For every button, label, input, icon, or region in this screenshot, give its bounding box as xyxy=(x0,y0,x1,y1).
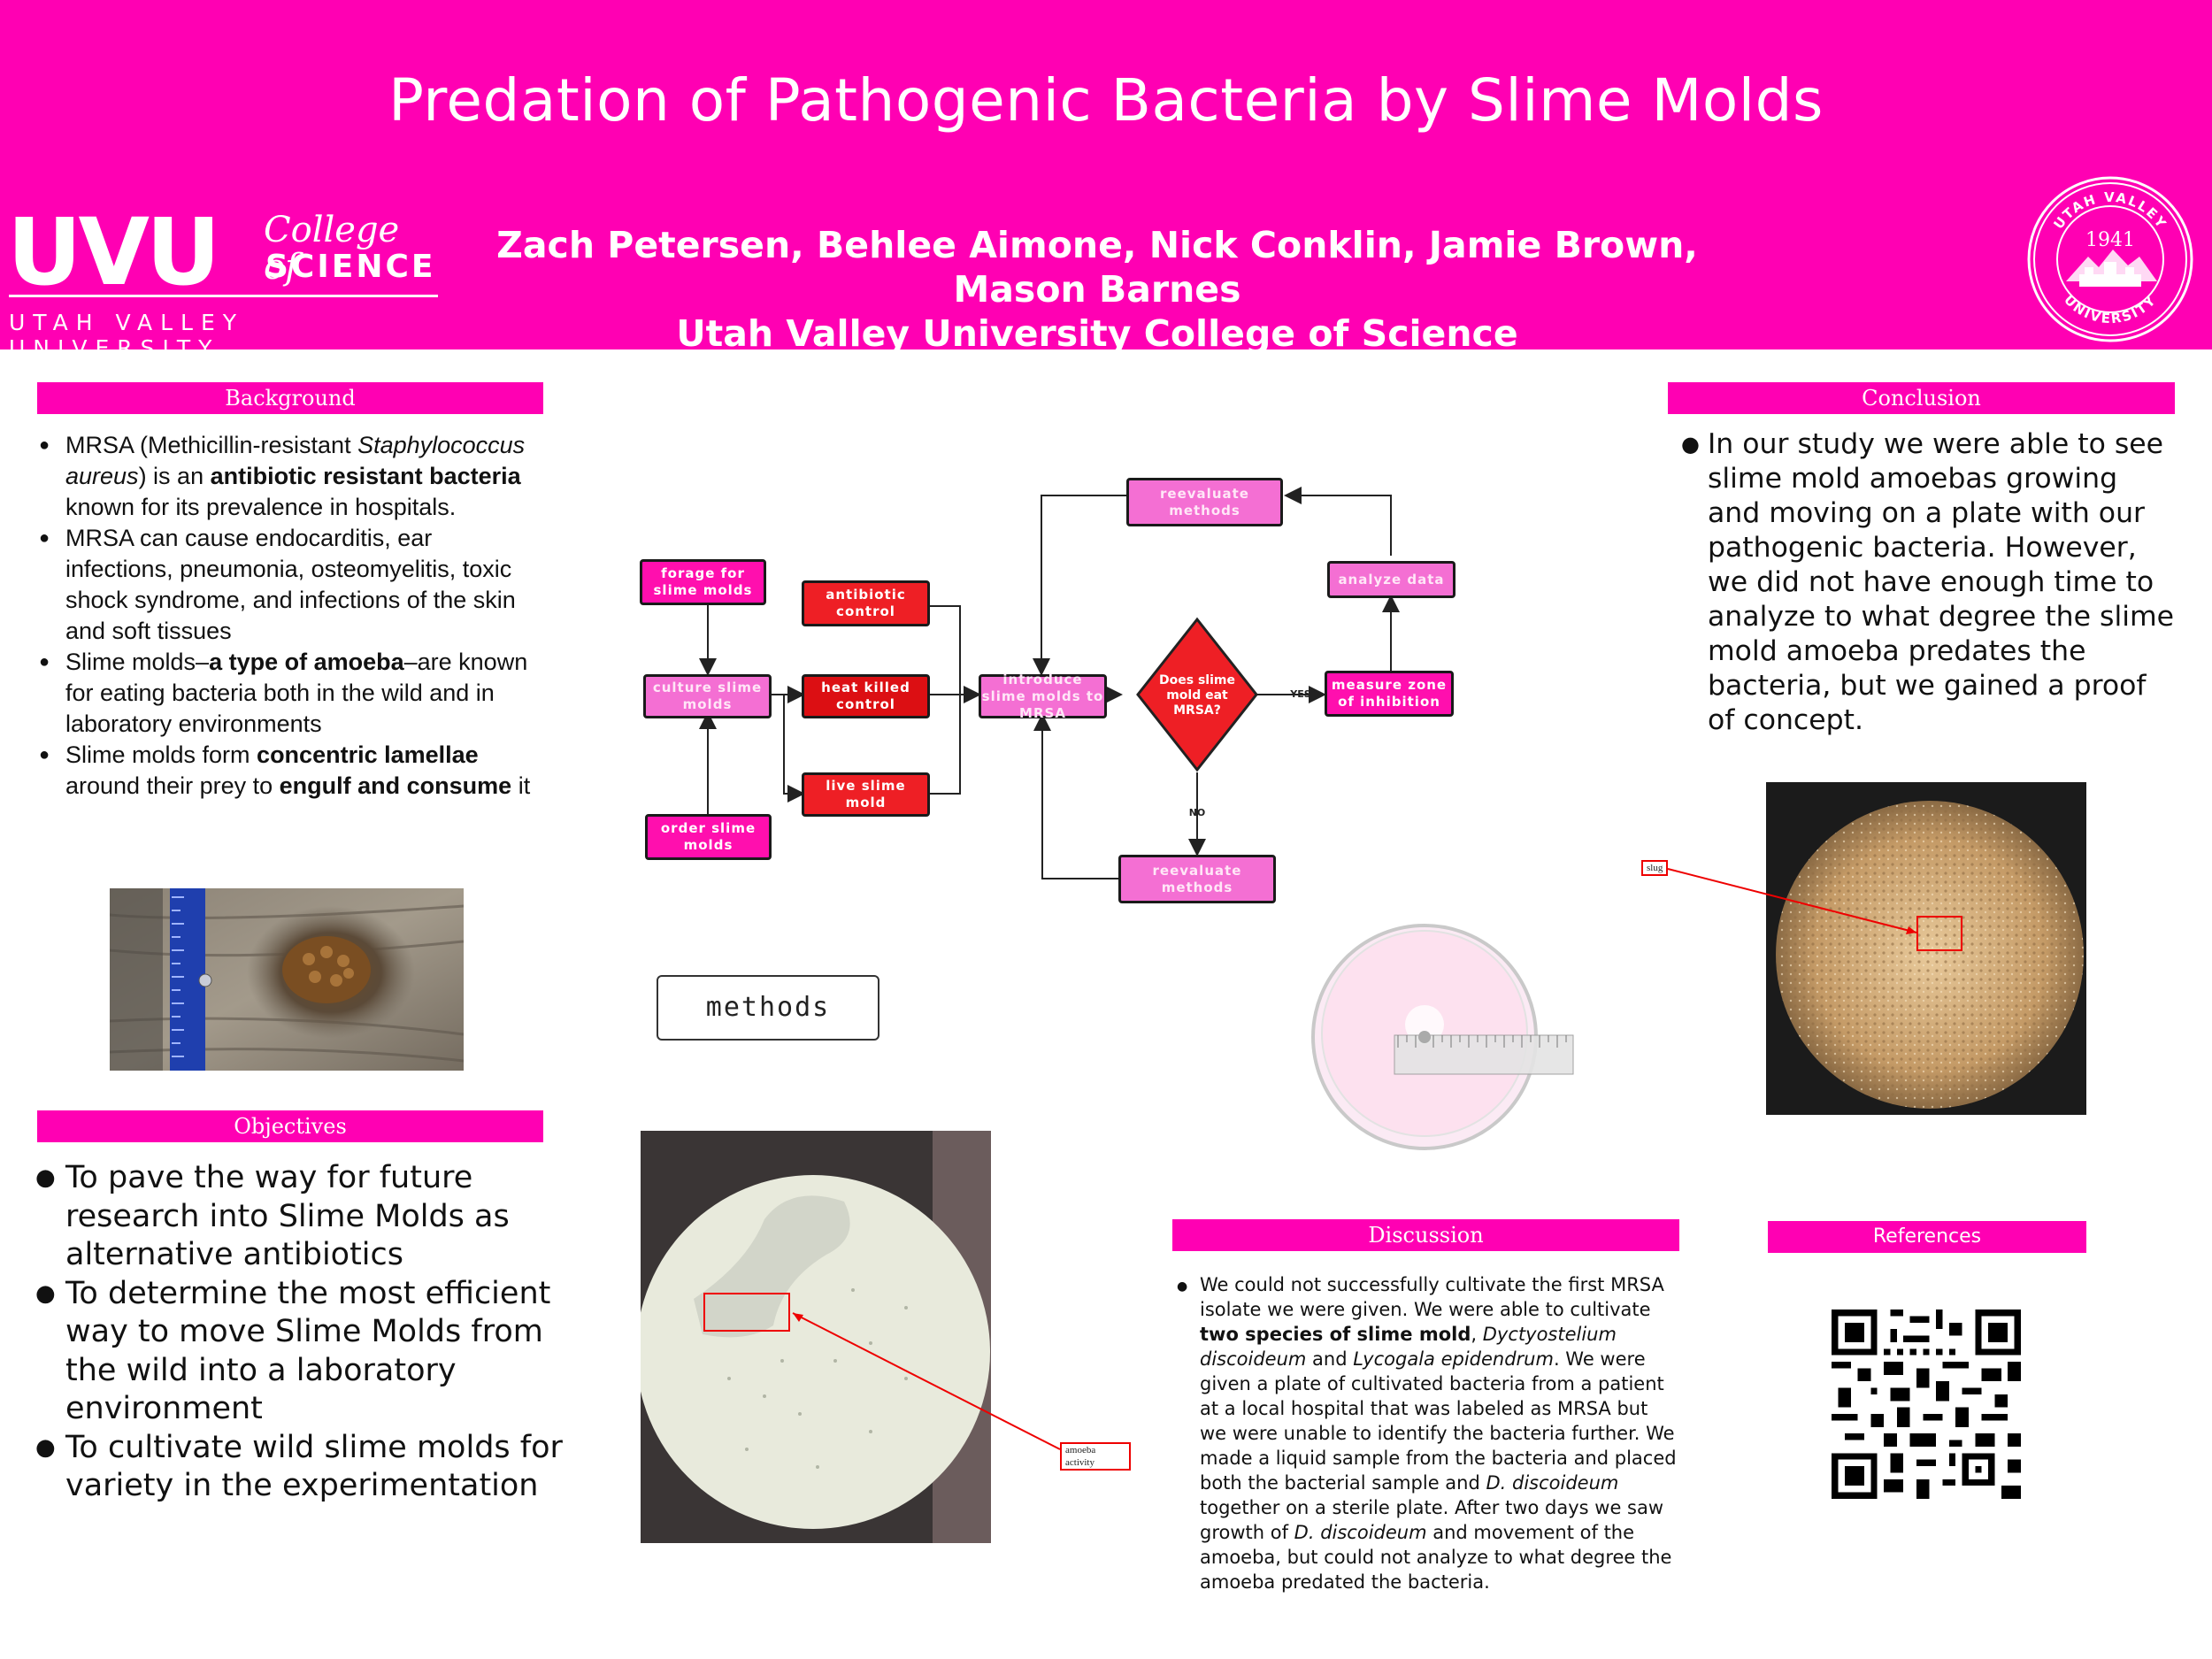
seal-year: 1941 xyxy=(2085,229,2135,251)
conclusion-list: In our study we were able to see slime m… xyxy=(1679,427,2175,738)
background-item: Slime molds form concentric lamellae aro… xyxy=(37,740,541,802)
flow-live-box: live slime mold xyxy=(802,772,930,817)
flow-forage-box: forage for slime molds xyxy=(640,559,766,605)
uvu-logo-science: SCIENCE xyxy=(265,249,436,285)
flow-reevaluate-bottom-box: reevaluate methods xyxy=(1118,855,1276,903)
petri-dish-illustration xyxy=(1311,924,1574,1150)
methods-label: methods xyxy=(657,975,879,1041)
flow-culture-box: culture slime molds xyxy=(643,674,772,718)
flow-antibiotic-box: antibiotic control xyxy=(802,580,930,626)
flow-decision-text: Does slime mold eat MRSA? xyxy=(1159,672,1235,718)
flow-order-box: order slime molds xyxy=(645,814,772,860)
discussion-heading: Discussion xyxy=(1172,1219,1679,1251)
conclusion-heading: Conclusion xyxy=(1668,382,2175,414)
flow-yes-label: YES xyxy=(1289,688,1310,700)
objectives-list: To pave the way for future research into… xyxy=(34,1159,565,1506)
objectives-heading: Objectives xyxy=(37,1110,543,1142)
university-seal-icon: UTAH VALLEY UNIVERSITY 1941 xyxy=(2027,176,2193,342)
flow-heat-killed-box: heat killed control xyxy=(802,674,930,718)
flow-measure-box: measure zone of inhibition xyxy=(1325,671,1454,717)
flow-no-label: NO xyxy=(1189,807,1206,818)
background-item: Slime molds–a type of amoeba–are known f… xyxy=(37,647,541,740)
background-item: MRSA can cause endocarditis, ear infecti… xyxy=(37,523,541,647)
background-item: MRSA (Methicillin-resistant Staphylococc… xyxy=(37,430,541,523)
uvu-logo: UVU College of SCIENCE UTAH VALLEY UNIVE… xyxy=(7,198,441,361)
slug-microscope-photo xyxy=(1766,782,2086,1115)
objective-item: To pave the way for future research into… xyxy=(34,1159,565,1275)
amoeba-callout-label: amoeba activity xyxy=(1060,1442,1131,1471)
objective-item: To cultivate wild slime molds for variet… xyxy=(34,1429,565,1506)
discussion-item: We could not successfully cultivate the … xyxy=(1175,1272,1679,1594)
flow-analyze-box: analyze data xyxy=(1327,561,1455,598)
header-banner xyxy=(0,0,2212,349)
poster-title: Predation of Pathogenic Bacteria by Slim… xyxy=(388,66,1824,134)
institution-line: Utah Valley University College of Scienc… xyxy=(676,312,1518,355)
slime-mold-log-photo xyxy=(110,888,464,1071)
flow-decision-diamond xyxy=(1136,617,1258,772)
objective-item: To determine the most efficient way to m… xyxy=(34,1275,565,1429)
slug-callout-label: slug xyxy=(1641,860,1668,876)
background-list: MRSA (Methicillin-resistant Staphylococc… xyxy=(37,430,541,802)
uvu-logo-college: College of xyxy=(264,210,400,288)
background-heading: Background xyxy=(37,382,543,414)
author-block: Zach Petersen, Behlee Aimone, Nick Conkl… xyxy=(425,223,1770,356)
references-qr-code-icon[interactable] xyxy=(1832,1310,2021,1499)
discussion-list: We could not successfully cultivate the … xyxy=(1175,1272,1679,1594)
uvu-logo-university: UTAH VALLEY UNIVERSITY xyxy=(9,310,245,361)
conclusion-item: In our study we were able to see slime m… xyxy=(1679,427,2175,738)
amoeba-microscope-photo xyxy=(641,1131,991,1543)
flow-reevaluate-top-box: reevaluate methods xyxy=(1126,478,1283,526)
uvu-logo-mark: UVU xyxy=(7,198,220,306)
authors-line: Zach Petersen, Behlee Aimone, Nick Conkl… xyxy=(496,224,1698,311)
uvu-logo-divider xyxy=(9,295,438,297)
flow-introduce-box: introduce slime molds to MRSA xyxy=(979,672,1107,721)
references-heading: References xyxy=(1768,1221,2086,1253)
